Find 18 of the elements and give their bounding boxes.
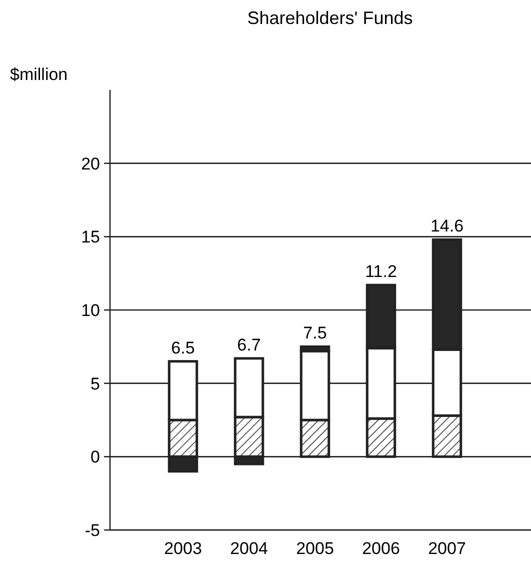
y-axis-title: $million — [10, 65, 68, 84]
annotation: 14.6 — [430, 216, 464, 236]
x-tick-label: 2005 — [296, 539, 334, 558]
chart-title: Shareholders' Funds — [247, 8, 413, 28]
annotation: 11.2 — [365, 262, 397, 282]
x-tick-label: 2006 — [362, 539, 400, 558]
annotation: 7.5 — [303, 324, 327, 343]
annotation: 6.7 — [237, 335, 261, 354]
y-tick-label: 15 — [81, 228, 100, 247]
annotation: 6.5 — [171, 338, 195, 358]
y-tick-label: 10 — [81, 300, 100, 320]
x-tick-label: 2007 — [428, 539, 466, 558]
x-tick-label: 2003 — [164, 539, 202, 558]
y-tick-label: 0 — [90, 448, 100, 467]
y-tick-label: 5 — [90, 374, 100, 394]
y-tick-label: 20 — [81, 154, 100, 174]
y-tick-label: -5 — [84, 520, 100, 540]
x-tick-label: 2004 — [230, 539, 268, 558]
